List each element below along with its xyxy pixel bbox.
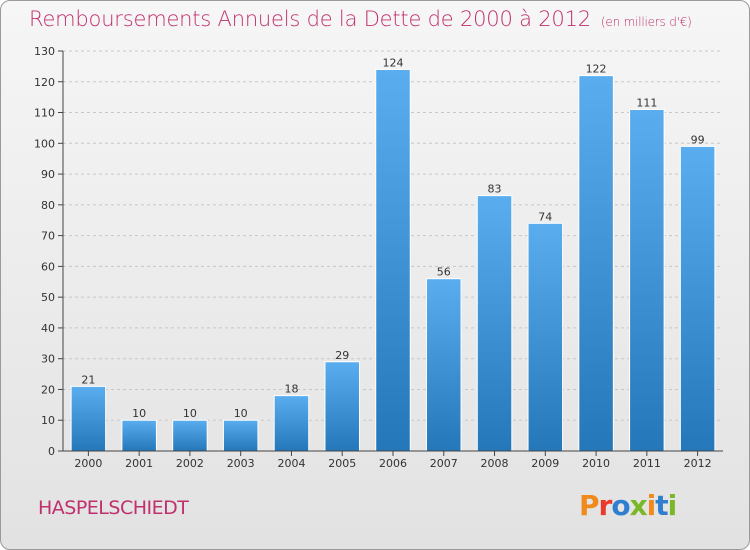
- x-tick-label: 2005: [328, 457, 356, 470]
- bar-value-label: 21: [81, 373, 95, 386]
- bar-2002: [172, 419, 208, 452]
- logo-letter: t: [655, 489, 668, 522]
- y-tick-label: 110: [34, 107, 55, 120]
- chart-title-text: Remboursements Annuels de la Dette de 20…: [29, 7, 591, 31]
- bar-2012: [679, 145, 716, 452]
- logo-letter: x: [629, 489, 648, 522]
- x-tick-label: 2012: [684, 457, 712, 470]
- y-tick-label: 0: [48, 445, 55, 458]
- bar-2001: [121, 419, 157, 452]
- bar-value-label: 18: [284, 383, 298, 396]
- bar-value-label: 111: [636, 96, 657, 109]
- y-tick-label: 90: [41, 168, 55, 181]
- x-tick-label: 2006: [379, 457, 407, 470]
- x-tick-label: 2010: [582, 457, 610, 470]
- x-tick-label: 2008: [481, 457, 509, 470]
- bars: 21 10 10 10 18 29 124 56 83 74 122 111 99: [70, 56, 716, 452]
- x-tick-label: 2003: [227, 457, 255, 470]
- y-tick-label: 20: [41, 383, 55, 396]
- axes: 0 10 20 30 40 50 60 70 80 90 100 110 120 130 2000 2001 2…: [34, 45, 723, 470]
- bar-2006: [375, 68, 411, 452]
- bar-value-label: 10: [183, 407, 197, 420]
- bar-2008: [476, 195, 513, 452]
- x-tick-label: 2009: [531, 457, 559, 470]
- bar-2005: [324, 361, 360, 452]
- y-tick-label: 70: [41, 230, 55, 243]
- logo-letter: P: [579, 489, 600, 522]
- proxiti-logo: Proxiti: [579, 489, 678, 522]
- bar-2010: [578, 75, 614, 452]
- y-tick-label: 60: [41, 260, 55, 273]
- x-tick-label: 2002: [176, 457, 204, 470]
- logo-letter: i: [667, 489, 678, 522]
- x-tick-label: 2001: [125, 457, 153, 470]
- bar-value-label: 122: [586, 63, 607, 76]
- bar-2000: [70, 385, 107, 452]
- bar-value-label: 29: [335, 349, 349, 362]
- y-tick-label: 30: [41, 353, 55, 366]
- bar-2004: [273, 395, 310, 452]
- chart-unit: (en milliers d'€): [600, 15, 692, 29]
- x-tick-label: 2011: [633, 457, 661, 470]
- y-tick-label: 120: [34, 76, 55, 89]
- y-tick-label: 50: [41, 291, 55, 304]
- bar-value-label: 10: [132, 407, 146, 420]
- bar-2007: [426, 278, 462, 452]
- x-tick-label: 2000: [74, 457, 102, 470]
- x-tick-label: 2004: [277, 457, 305, 470]
- y-tick-label: 130: [34, 45, 55, 58]
- chart-title: Remboursements Annuels de la Dette de 20…: [29, 7, 692, 31]
- logo-letter: i: [646, 489, 657, 522]
- y-tick-label: 100: [34, 137, 55, 150]
- bar-value-label: 124: [383, 56, 404, 69]
- y-tick-label: 40: [41, 322, 55, 335]
- y-tick-label: 10: [41, 414, 55, 427]
- commune-name: HASPELSCHIEDT: [38, 497, 189, 519]
- bar-value-label: 56: [437, 266, 451, 279]
- bar-2011: [629, 108, 665, 452]
- bar-value-label: 74: [538, 210, 552, 223]
- bar-value-label: 83: [488, 183, 502, 196]
- bar-2009: [527, 222, 564, 452]
- bar-value-label: 10: [234, 407, 248, 420]
- bar-value-label: 99: [691, 133, 705, 146]
- logo-letter: r: [598, 489, 613, 522]
- logo-letter: o: [611, 489, 630, 522]
- bar-2003: [222, 419, 259, 452]
- x-tick-label: 2007: [430, 457, 458, 470]
- y-tick-label: 80: [41, 199, 55, 212]
